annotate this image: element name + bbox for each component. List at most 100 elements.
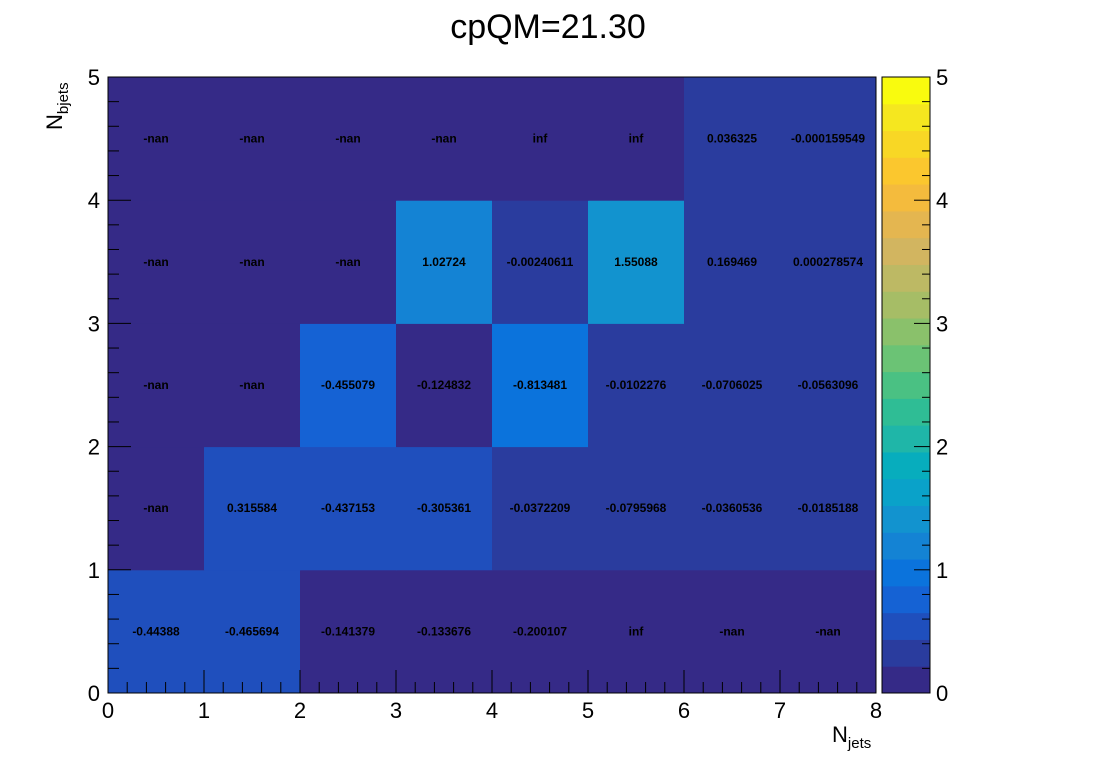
heatmap-cell: [204, 569, 301, 694]
heatmap-cell: [588, 200, 685, 324]
color-scale-swatch: [882, 585, 930, 614]
heatmap-cells: [108, 77, 877, 694]
heatmap-cell: [588, 569, 685, 694]
cell-label: -0.0795968: [606, 501, 667, 515]
x-tick-label: 1: [198, 698, 210, 723]
y-tick-label: 3: [88, 311, 100, 336]
heatmap-cell: [684, 569, 781, 694]
y-axis-title: Nbjets: [42, 82, 72, 130]
cell-label: -0.0102276: [606, 378, 667, 392]
color-scale: [881, 76, 931, 694]
color-scale-swatch: [882, 291, 930, 319]
color-scale-frame: [881, 76, 931, 694]
cell-label: -0.000159549: [791, 132, 865, 146]
heatmap-cell: [684, 446, 781, 571]
x-tick-label: 6: [678, 698, 690, 723]
cell-labels: -0.44388 -0.465694 -0.141379 -0.133676 -0.20…: [132, 132, 865, 639]
color-scale-swatch: [882, 451, 930, 480]
cell-label: inf: [629, 624, 645, 638]
cell-label: -0.465694: [225, 624, 279, 638]
cell-label: inf: [533, 132, 549, 146]
cell-label: -nan: [335, 132, 360, 146]
heatmap-cell: [684, 323, 781, 448]
color-scale-swatch: [882, 398, 930, 426]
z-tick-label: 4: [936, 188, 948, 213]
heatmap-cell: [780, 446, 877, 571]
cell-label: -nan: [431, 132, 456, 146]
z-tick-label: 1: [936, 558, 948, 583]
heatmap-cell: [396, 323, 493, 448]
cell-label: -nan: [143, 378, 168, 392]
cell-label: 0.315584: [227, 501, 277, 515]
cell-label: -0.0185188: [798, 501, 859, 515]
chart-title: cpQM=21.30: [450, 8, 646, 46]
cell-label: -nan: [143, 132, 168, 146]
color-scale-swatch: [882, 264, 930, 292]
cell-label: -nan: [335, 255, 360, 269]
heatmap-cell: [204, 323, 301, 448]
color-scale-swatch: [882, 612, 930, 640]
z-tick-label: 0: [936, 681, 948, 706]
cell-label: -0.437153: [321, 501, 375, 515]
heatmap-cell: [108, 323, 205, 448]
y-tick-label: 4: [88, 188, 100, 213]
heatmap-cell: [204, 200, 301, 324]
cell-label: -0.141379: [321, 624, 375, 638]
heatmap-cell: [588, 323, 685, 448]
cell-label: 0.000278574: [793, 255, 863, 269]
heatmap-cell: [492, 446, 589, 571]
cell-label: -0.455079: [321, 378, 375, 392]
cell-label: 1.55088: [614, 255, 658, 269]
heatmap-cell: [396, 569, 493, 694]
cell-label: -0.305361: [417, 501, 471, 515]
color-scale-swatch: [882, 559, 930, 587]
heatmap-cell: [396, 446, 493, 571]
x-tick-label: 8: [870, 698, 882, 723]
color-scale-swatch: [882, 318, 930, 346]
y-tick-label: 5: [88, 65, 100, 90]
cell-label: inf: [629, 132, 645, 146]
heatmap-cell: [108, 200, 205, 324]
cell-label: -nan: [239, 255, 264, 269]
heatmap-cell: [396, 200, 493, 324]
heatmap-cell: [780, 569, 877, 694]
y-axis-title-sub: bjets: [55, 82, 72, 114]
cell-label: 1.02724: [422, 255, 466, 269]
cell-label: -0.0563096: [798, 378, 859, 392]
cell-label: -0.813481: [513, 378, 567, 392]
heatmap-cell: [492, 200, 589, 324]
heatmap-cell: [108, 569, 205, 694]
x-tick-label: 0: [102, 698, 114, 723]
cell-label: -0.00240611: [507, 255, 574, 269]
cell-label: -0.133676: [417, 624, 471, 638]
color-scale-swatch: [882, 666, 930, 694]
heatmap-cell: [108, 446, 205, 571]
color-scale-swatch: [882, 237, 930, 265]
heatmap-cell: [492, 323, 589, 448]
heatmap-cell: [588, 77, 685, 201]
color-scale-swatch: [882, 184, 930, 212]
x-axis-title-sub: jets: [847, 735, 871, 752]
cell-label: -0.0372209: [510, 501, 571, 515]
heatmap-cell: [204, 446, 301, 571]
heatmap-cell: [300, 323, 397, 448]
color-scale-swatch: [882, 344, 930, 373]
heatmap-cell: [780, 77, 877, 201]
heatmap-cell: [780, 200, 877, 324]
heatmap-cell: [396, 77, 493, 201]
color-scale-axis: 0 1 2 3 4 5: [914, 65, 948, 706]
y-axis-title-main: N: [42, 114, 67, 130]
color-scale-swatch: [882, 103, 930, 132]
cell-label: -nan: [143, 501, 168, 515]
z-tick-label: 2: [936, 435, 948, 460]
color-scale-swatch: [882, 77, 930, 105]
x-axis: 0 1 2 3 4 5 6 7 8: [102, 670, 882, 723]
heatmap-cell: [300, 446, 397, 571]
cell-label: -nan: [239, 378, 264, 392]
cell-label: -0.0706025: [702, 378, 763, 392]
z-tick-label: 3: [936, 311, 948, 336]
cell-label: 0.036325: [707, 132, 757, 146]
cell-label: -0.200107: [513, 624, 567, 638]
x-tick-label: 3: [390, 698, 402, 723]
cell-label: -nan: [815, 624, 840, 638]
